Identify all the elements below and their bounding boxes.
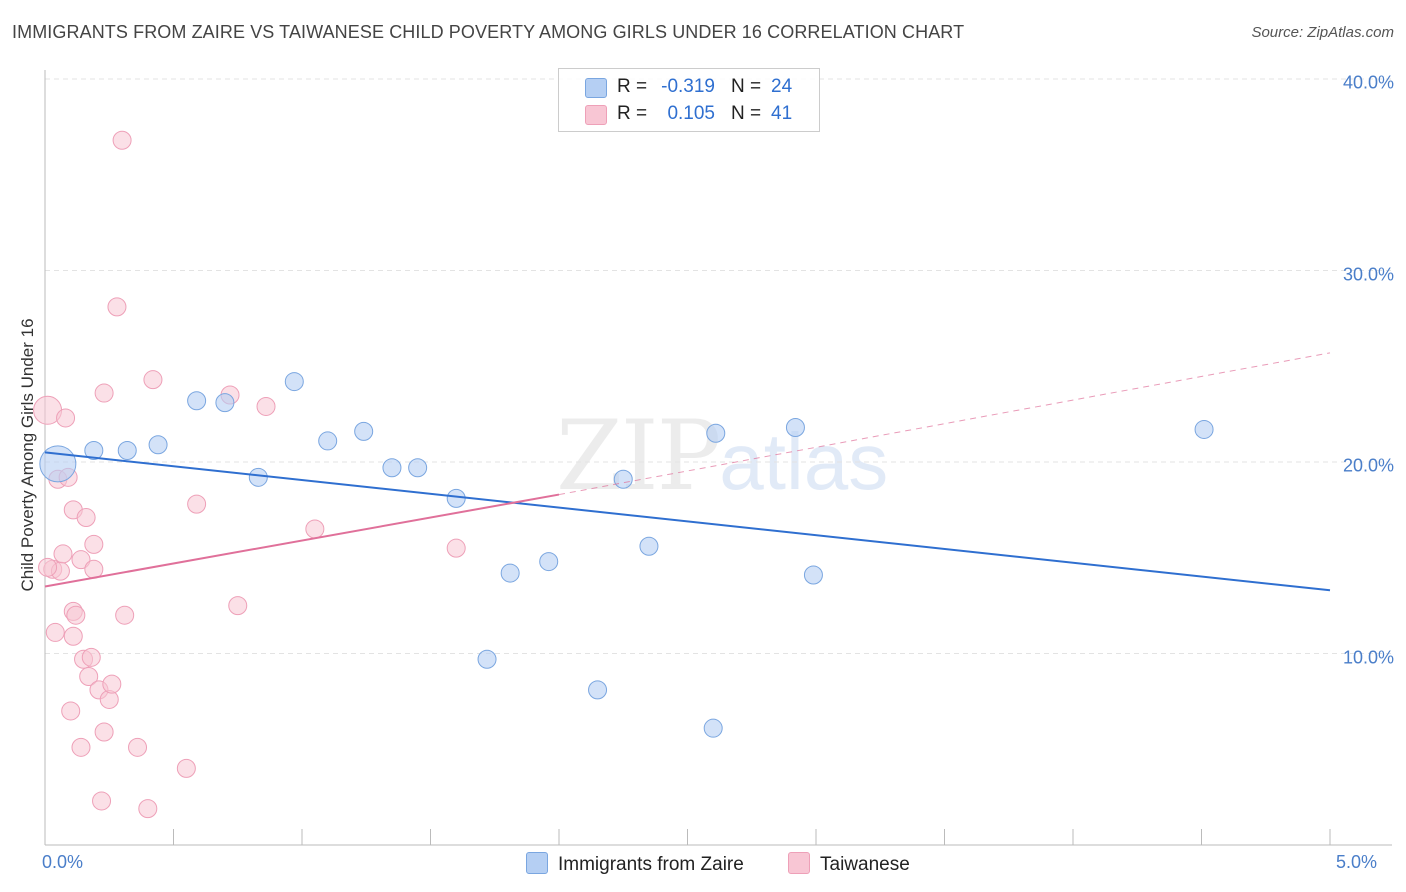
taiwanese-point	[84, 559, 104, 579]
y-tick-label: 10.0%	[1342, 647, 1394, 667]
legend-row-zaire: R = -0.319 N = 24	[559, 74, 819, 101]
zaire-point	[703, 718, 723, 738]
taiwanese-point	[176, 758, 196, 778]
zaire-trend-line	[44, 451, 1331, 592]
taiwanese-point	[112, 130, 132, 150]
legend-n-label: N =	[731, 76, 762, 97]
zaire-point	[284, 372, 304, 392]
source-label: Source: ZipAtlas.com	[1251, 24, 1394, 41]
x-tick-min: 0.0%	[42, 852, 84, 872]
zaire-point	[84, 441, 104, 461]
taiwanese-point	[228, 596, 248, 616]
legend-n-value: 24	[771, 76, 793, 97]
zaire-point	[500, 563, 520, 583]
y-tick-label: 40.0%	[1342, 72, 1394, 93]
taiwanese-point	[187, 494, 207, 514]
legend-row-taiwanese: R = 0.105 N = 41	[559, 101, 819, 128]
taiwanese-point	[56, 408, 76, 428]
zaire-point	[539, 552, 559, 572]
taiwanese-point	[115, 605, 135, 625]
taiwanese-point	[53, 544, 73, 564]
legend-swatch-zaire	[526, 852, 548, 874]
taiwanese-point	[143, 370, 163, 390]
taiwanese-point	[81, 647, 101, 667]
watermark: ZIPatlas	[556, 400, 888, 512]
taiwanese-point	[92, 791, 112, 811]
trend-lines	[44, 352, 1331, 592]
zaire-point	[408, 458, 428, 478]
legend-r-label: R =	[617, 103, 648, 124]
zaire-point	[382, 458, 402, 478]
taiwanese-point	[71, 550, 91, 570]
taiwanese-trend-line	[44, 493, 560, 588]
taiwanese-point	[305, 519, 325, 539]
legend-r-value: 0.105	[667, 103, 715, 124]
zaire-point	[639, 536, 659, 556]
series-legend: Immigrants from Zaire Taiwanese	[0, 852, 1406, 878]
taiwanese-point	[107, 297, 127, 317]
zaire-point	[785, 418, 805, 438]
watermark-zip: ZIP	[556, 400, 721, 512]
legend-label-zaire: Immigrants from Zaire	[558, 854, 744, 875]
legend-n-value: 41	[771, 103, 793, 124]
legend-swatch-pink	[585, 105, 607, 125]
zaire-point	[1194, 419, 1214, 439]
legend-swatch-taiwanese	[788, 852, 810, 874]
zaire-point	[148, 435, 168, 455]
taiwanese-point	[63, 626, 83, 646]
zaire-point	[215, 393, 235, 413]
zaire-point	[477, 649, 497, 669]
zaire-point	[117, 441, 137, 461]
zaire-point	[613, 469, 633, 489]
legend-r-label: R =	[617, 76, 648, 97]
legend-item-zaire: Immigrants from Zaire	[526, 852, 744, 876]
legend-n-label: N =	[731, 103, 762, 124]
legend-item-taiwanese: Taiwanese	[788, 852, 910, 876]
correlation-legend: R = -0.319 N = 24 R = 0.105 N = 41	[558, 68, 820, 132]
zaire-point	[354, 421, 374, 441]
taiwanese-points	[33, 130, 466, 819]
taiwanese-point	[79, 666, 99, 686]
zaire-point	[187, 391, 207, 411]
y-tick-label: 20.0%	[1342, 455, 1394, 476]
chart-title: IMMIGRANTS FROM ZAIRE VS TAIWANESE CHILD…	[12, 22, 965, 42]
taiwanese-point	[94, 383, 114, 403]
zaire-point	[803, 565, 823, 585]
legend-r-value: -0.319	[661, 76, 715, 97]
legend-swatch-blue	[585, 78, 607, 98]
grid-lines	[45, 78, 1392, 654]
taiwanese-point	[84, 534, 104, 554]
taiwanese-point	[61, 701, 81, 721]
taiwanese-point	[256, 396, 276, 416]
taiwanese-point	[66, 605, 86, 625]
legend-label-taiwanese: Taiwanese	[820, 854, 910, 875]
taiwanese-point	[71, 737, 91, 757]
taiwanese-point	[45, 622, 65, 642]
taiwanese-point	[38, 557, 58, 577]
zaire-point	[39, 445, 77, 483]
x-tick-max: 5.0%	[1336, 852, 1378, 872]
taiwanese-trend-extension	[558, 352, 1331, 496]
zaire-point	[248, 467, 268, 487]
zaire-points	[39, 372, 1214, 738]
zaire-point	[588, 680, 608, 700]
zaire-point	[318, 431, 338, 451]
zaire-point	[446, 488, 466, 508]
taiwanese-point	[128, 737, 148, 757]
taiwanese-point	[102, 674, 122, 694]
taiwanese-point	[94, 722, 114, 742]
taiwanese-point	[138, 799, 158, 819]
y-tick-label: 30.0%	[1342, 264, 1394, 284]
taiwanese-point	[446, 538, 466, 558]
zaire-point	[706, 423, 726, 443]
taiwanese-point	[76, 508, 96, 528]
